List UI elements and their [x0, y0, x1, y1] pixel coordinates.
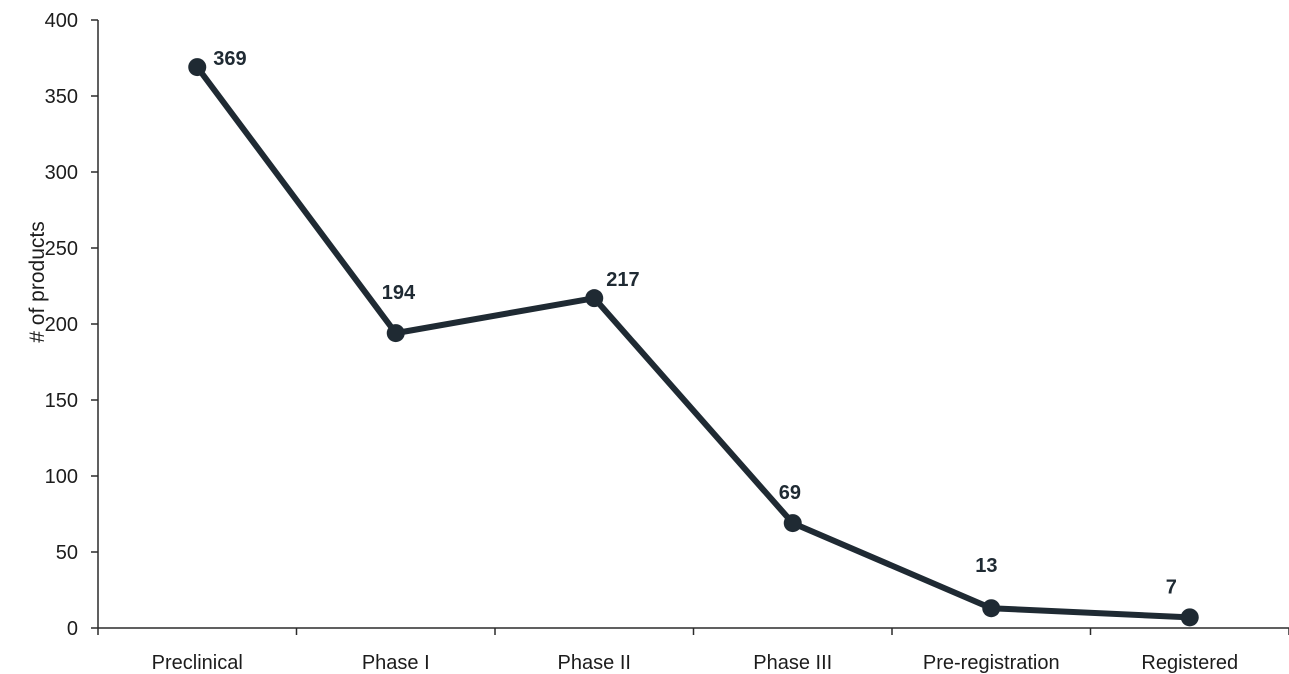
- data-label: 369: [213, 48, 246, 70]
- x-tick-label: Pre-registration: [923, 652, 1060, 674]
- y-tick-label: 200: [45, 314, 78, 336]
- data-label: 194: [382, 282, 416, 304]
- data-point: [188, 58, 207, 77]
- data-label: 13: [975, 555, 997, 577]
- x-tick-label: Phase I: [362, 652, 430, 674]
- y-tick-label: 0: [67, 618, 78, 640]
- y-axis: 0 50 100 150 200 250 300 350 400: [45, 10, 99, 640]
- data-point: [982, 599, 1001, 618]
- y-tick-label: 150: [45, 390, 78, 412]
- y-tick-label: 50: [56, 542, 78, 564]
- y-tick-label: 300: [45, 162, 78, 184]
- data-point: [783, 514, 802, 533]
- y-tick-label: 350: [45, 86, 78, 108]
- x-tick-label: Phase II: [558, 652, 631, 674]
- data-labels: 369 194 217 69 13 7: [213, 48, 1177, 598]
- x-axis: Preclinical Phase I Phase II Phase III Pre-r…: [97, 627, 1289, 674]
- x-tick-label: Registered: [1141, 652, 1238, 674]
- y-tick-label: 100: [45, 466, 78, 488]
- x-tick-label: Preclinical: [152, 652, 243, 674]
- y-tick-label: 400: [45, 10, 78, 32]
- data-label: 69: [779, 482, 801, 504]
- data-label: 7: [1166, 576, 1177, 598]
- data-point: [585, 289, 604, 308]
- y-tick-label: 250: [45, 238, 78, 260]
- series-line: [194, 64, 1193, 621]
- y-axis-title: # of products: [26, 221, 49, 342]
- data-point: [386, 324, 405, 343]
- data-label: 217: [606, 269, 639, 291]
- series-line-group: [188, 58, 1199, 627]
- x-tick-label: Phase III: [753, 652, 832, 674]
- data-point: [1180, 608, 1199, 627]
